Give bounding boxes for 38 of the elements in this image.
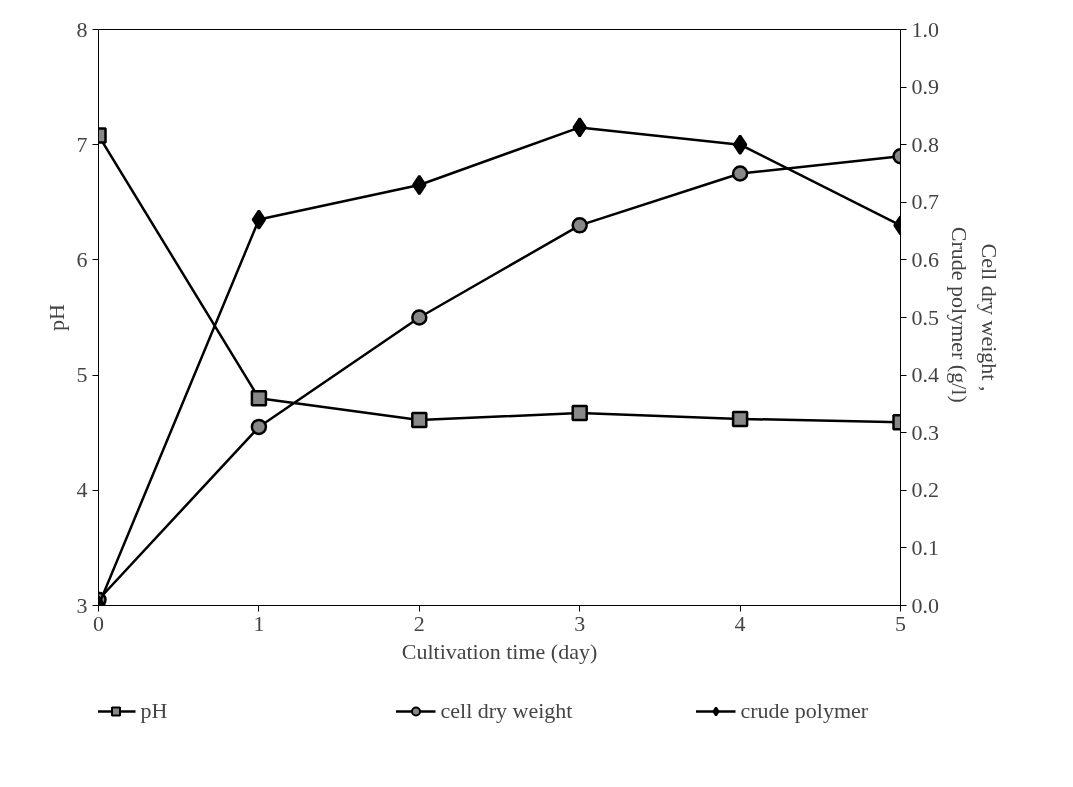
y2-tick-label: 0.9 xyxy=(911,74,939,100)
legend-label: pH xyxy=(140,698,169,724)
point xyxy=(411,309,428,326)
x-axis-title: Cultivation time (day) xyxy=(401,638,598,664)
point xyxy=(411,411,428,429)
y2-tick-label: 0.4 xyxy=(911,362,939,388)
y-tick-label: 3 xyxy=(76,592,88,618)
point xyxy=(732,134,748,155)
y-tick-label: 7 xyxy=(76,131,88,157)
y-tick-label: 6 xyxy=(76,246,88,272)
y2-tick-label: 0.0 xyxy=(911,592,939,618)
y-tick-label: 5 xyxy=(76,362,88,388)
point xyxy=(571,404,588,422)
y2-tick-label: 0.1 xyxy=(911,534,939,560)
point xyxy=(251,209,267,230)
y2-axis-title: Cell dry weight , Crude polymer (g/l) xyxy=(947,226,1002,403)
legend-label: crude polymer xyxy=(740,698,870,724)
x-tick-label: 0 xyxy=(93,610,104,636)
x-tick-label: 4 xyxy=(734,610,746,636)
x-tick-label: 1 xyxy=(253,610,265,636)
x-tick-label: 3 xyxy=(574,610,586,636)
y2-tick-label: 1.0 xyxy=(911,16,939,42)
y2-tick-label: 0.6 xyxy=(911,246,939,272)
point xyxy=(250,418,268,436)
point xyxy=(572,117,587,138)
point xyxy=(571,217,588,234)
point xyxy=(731,165,749,182)
y2-tick-label: 0.8 xyxy=(911,131,939,157)
y-tick-label: 4 xyxy=(76,477,88,503)
y-tick-label: 8 xyxy=(76,16,88,42)
legend-label: cell dry weight xyxy=(440,698,574,724)
y2-tick-label: 0.5 xyxy=(911,304,939,330)
x-tick-label: 2 xyxy=(413,610,425,636)
y2-tick-label: 0.2 xyxy=(911,477,939,503)
y2-tick-label: 0.7 xyxy=(911,189,939,215)
y2-tick-label: 0.3 xyxy=(911,419,939,445)
y-axis-title: pH xyxy=(43,303,69,331)
x-tick-label: 5 xyxy=(895,610,906,636)
